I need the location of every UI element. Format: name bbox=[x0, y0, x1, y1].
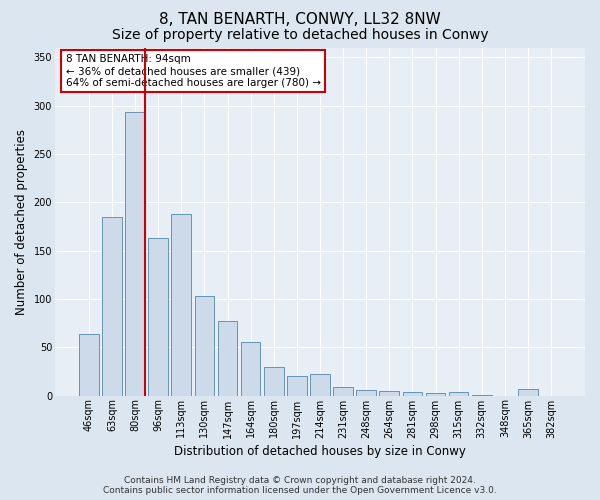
Bar bbox=[403, 392, 422, 396]
Text: Contains HM Land Registry data © Crown copyright and database right 2024.
Contai: Contains HM Land Registry data © Crown c… bbox=[103, 476, 497, 495]
Bar bbox=[379, 390, 399, 396]
Bar bbox=[79, 334, 98, 396]
Bar bbox=[125, 112, 145, 396]
Bar bbox=[102, 216, 122, 396]
Text: Size of property relative to detached houses in Conwy: Size of property relative to detached ho… bbox=[112, 28, 488, 42]
X-axis label: Distribution of detached houses by size in Conwy: Distribution of detached houses by size … bbox=[174, 444, 466, 458]
Bar bbox=[172, 214, 191, 396]
Bar bbox=[518, 389, 538, 396]
Bar bbox=[218, 321, 238, 396]
Bar bbox=[449, 392, 469, 396]
Bar bbox=[310, 374, 330, 396]
Bar bbox=[356, 390, 376, 396]
Bar bbox=[264, 366, 284, 396]
Bar bbox=[241, 342, 260, 396]
Text: 8, TAN BENARTH, CONWY, LL32 8NW: 8, TAN BENARTH, CONWY, LL32 8NW bbox=[159, 12, 441, 28]
Y-axis label: Number of detached properties: Number of detached properties bbox=[15, 128, 28, 314]
Bar bbox=[287, 376, 307, 396]
Bar bbox=[426, 392, 445, 396]
Bar bbox=[148, 238, 168, 396]
Bar bbox=[194, 296, 214, 396]
Bar bbox=[333, 387, 353, 396]
Text: 8 TAN BENARTH: 94sqm
← 36% of detached houses are smaller (439)
64% of semi-deta: 8 TAN BENARTH: 94sqm ← 36% of detached h… bbox=[65, 54, 320, 88]
Bar bbox=[472, 394, 491, 396]
